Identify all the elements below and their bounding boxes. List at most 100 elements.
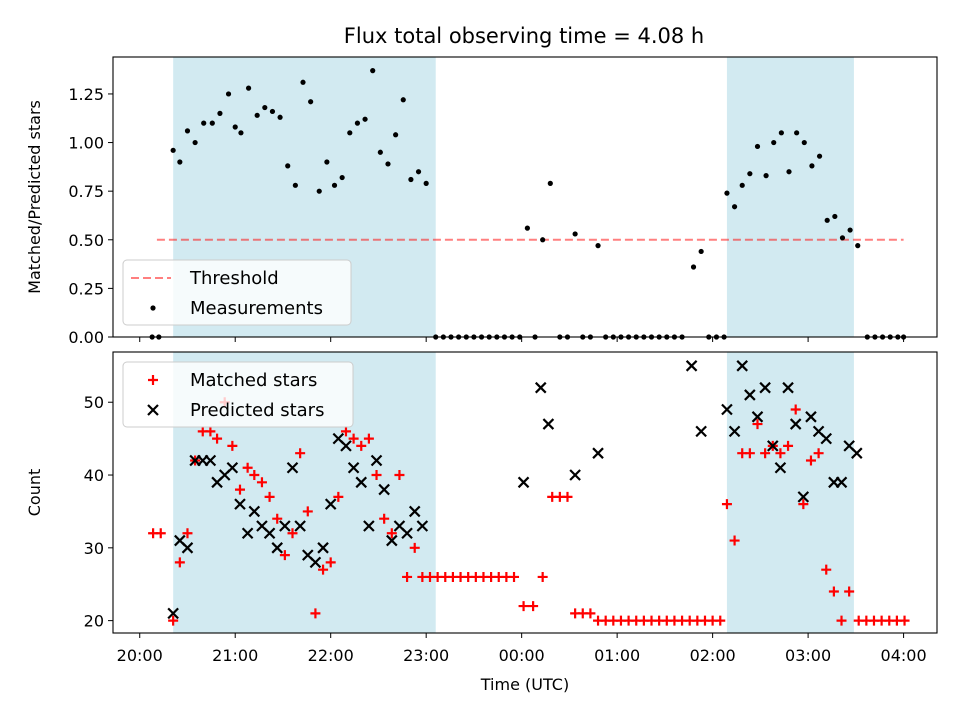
count-panel: 20 30 40 50 20:00 21:00 22:00 23:00 00:00 01:00 02… [25,351,938,694]
predicted-stars-point [317,542,329,554]
matched-stars-point [394,470,405,481]
measurement-point [801,139,807,146]
matched-stars-point [790,404,801,415]
matched-stars-point [287,528,298,539]
matched-stars-point [783,440,794,451]
predicted-stars-point [248,505,261,518]
measurement-point [308,99,314,105]
matched-stars-point [295,448,306,459]
x-tick-label: 02:00 [690,646,736,665]
predicted-stars-point [685,360,698,372]
predicted-stars-point [774,461,787,474]
predicted-stars-point [234,498,246,510]
y-axis-label: Count [25,469,44,517]
matched-stars-point [242,462,253,473]
measurement-point [277,114,283,120]
predicted-stars-point [204,454,217,467]
measurement-point [184,128,191,134]
matched-stars-point [752,419,763,430]
matched-stars-point [227,440,238,451]
measurement-point [754,143,761,150]
matched-stars-point [212,433,223,444]
y-tick-label: 0.25 [68,279,104,298]
legend-box [122,361,354,428]
matched-stars-point [760,448,771,459]
predicted-stars-point [542,418,555,430]
measurement-point [816,153,823,159]
predicted-stars-point [279,520,291,532]
measurement-point [786,169,792,175]
measurement-point [724,190,730,196]
matched-stars-point [325,557,336,568]
matched-stars-point [379,513,390,524]
predicted-stars-point [226,461,239,474]
measurement-point [262,104,268,111]
y-tick-label: 1.00 [68,134,104,153]
measurement-point [385,161,391,167]
predicted-stars-point [181,542,194,554]
measurement-point [415,169,422,175]
matched-stars-point [174,557,185,568]
measurement-point [524,225,530,231]
predicted-stars-point [721,403,733,416]
measurement-point [855,243,861,249]
matched-stars-point [264,491,275,502]
x-tick-label: 04:00 [881,646,927,665]
measurement-point [170,147,176,153]
measurement-point [690,264,697,270]
predicted-stars-point [416,520,429,532]
matched-stars-point [775,448,786,459]
measurement-point [771,139,777,146]
measurement-point [739,182,745,188]
predicted-stars-point [835,476,848,489]
measurement-point [809,163,815,169]
matched-stars-point [272,513,283,524]
matched-stars-point [371,470,382,481]
measurement-point [292,182,298,188]
measurement-point [832,213,838,220]
predicted-stars-point [363,520,375,532]
measurement-point [192,139,198,146]
measurement-point [393,132,399,138]
predicted-stars-point [347,461,360,474]
predicted-stars-point [286,461,299,474]
observing-window-shade [726,352,854,633]
predicted-stars-point [805,411,817,423]
measurement-point [285,163,291,169]
figure-title: Flux total observing time = 4.08 h [344,24,704,48]
matched-stars-point [715,615,726,626]
predicted-stars-point [766,440,779,452]
legend: Threshold Measurements [122,259,352,326]
matched-stars-point [310,608,321,619]
measurement-point [400,97,406,103]
matched-stars-point [537,571,548,582]
y-tick-label: 0.50 [68,231,104,250]
measurement-point [209,120,215,126]
axes-frame [112,351,938,634]
measurement-point [201,120,207,126]
predicted-stars-point [789,418,802,430]
predicted-stars-point [728,425,741,438]
y-tick-label: 20 [84,612,104,631]
predicted-stars-point [736,360,748,372]
predicted-stars-point [534,381,547,394]
matched-stars-point [844,586,855,597]
matched-stars-point [249,470,260,481]
measurement-point [595,243,601,249]
predicted-stars-point [370,454,383,467]
matched-stars-point [205,426,216,437]
matched-stars-point [333,491,344,502]
matched-stars-point [828,586,839,597]
matched-stars-point [402,571,413,582]
matched-stars-point [363,433,374,444]
predicted-stars-point [294,520,306,532]
predicted-stars-point [263,527,276,540]
matched-stars-point [899,615,910,626]
measurement-point [839,235,846,241]
predicted-stars-point [782,381,794,394]
matched-stars-point [729,535,740,546]
matched-stars-point [155,528,166,539]
predicted-stars-point [386,534,398,547]
predicted-stars-point [167,607,179,620]
